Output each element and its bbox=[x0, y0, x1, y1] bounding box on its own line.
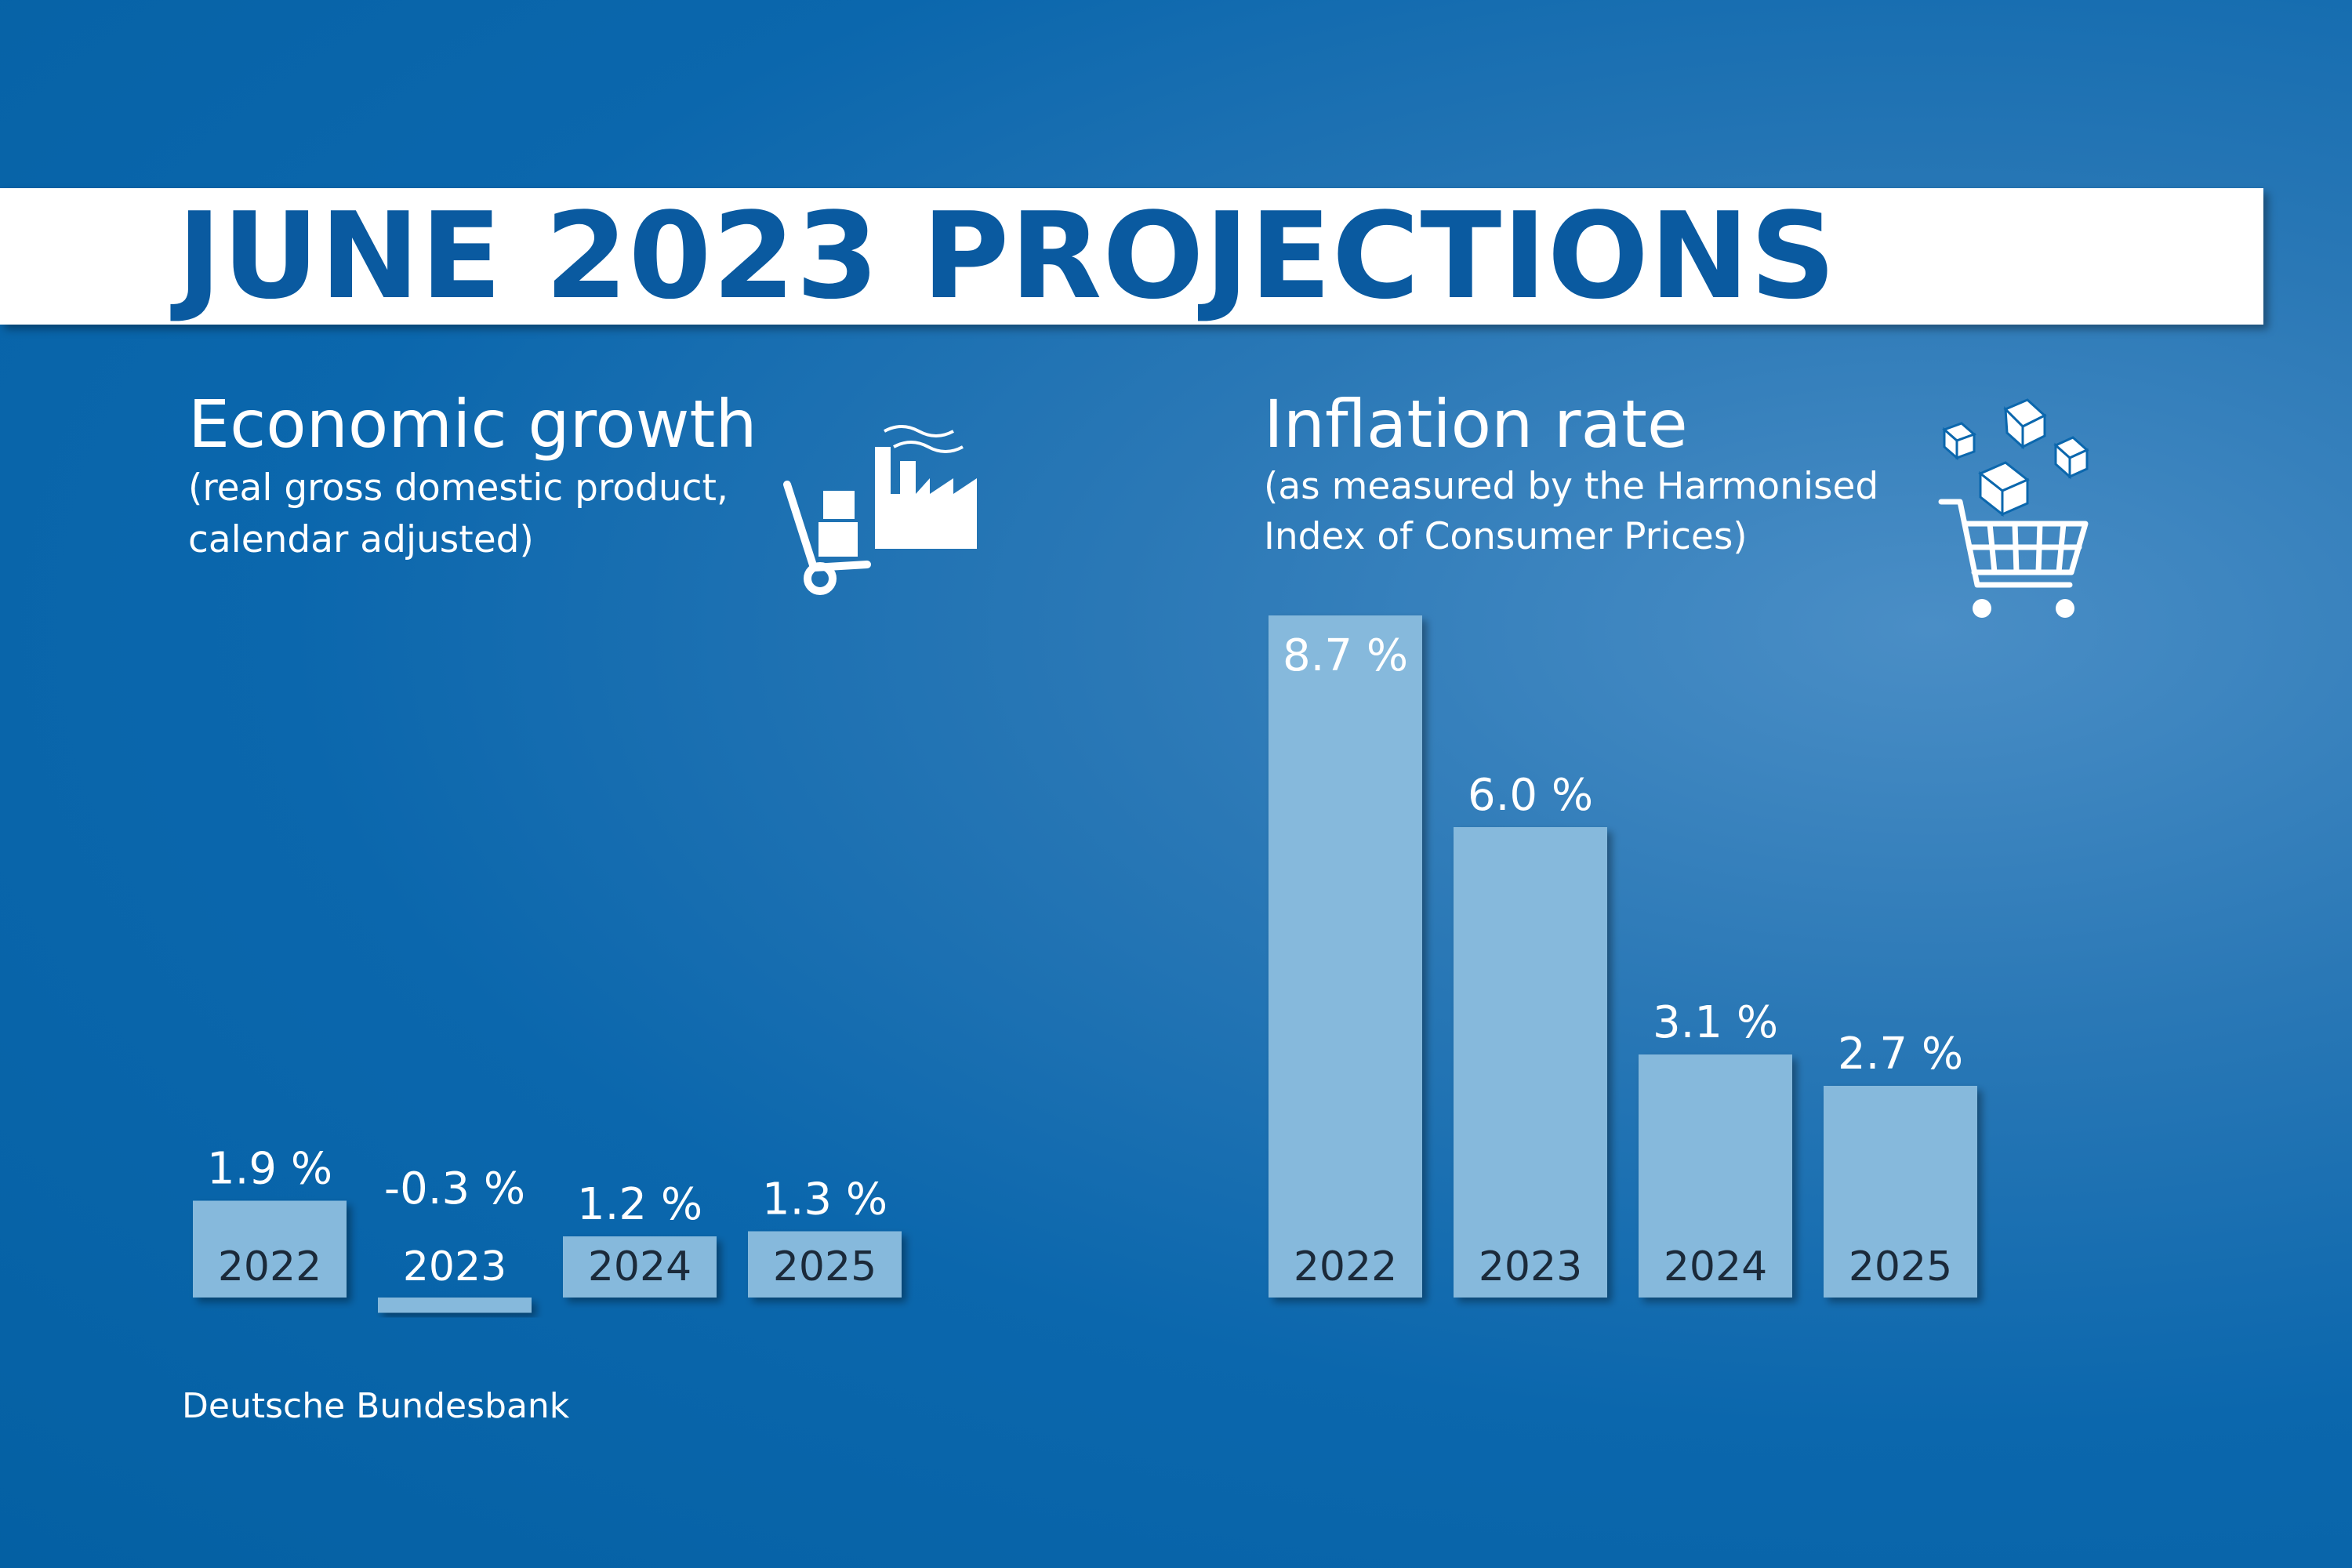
growth-bar-2023 bbox=[378, 1298, 532, 1313]
factory-trolley-icon bbox=[783, 425, 977, 595]
growth-bar-2025 bbox=[748, 1231, 902, 1298]
inflation-value-label-2022: 8.7 % bbox=[1283, 630, 1408, 681]
growth-value-label-2023: -0.3 % bbox=[384, 1163, 525, 1214]
growth-chart-subtitle-line-1: (real gross domestic product, bbox=[188, 466, 728, 510]
inflation-bar-2023 bbox=[1454, 827, 1607, 1298]
inflation-category-label-2024: 2024 bbox=[1664, 1243, 1767, 1290]
title-banner bbox=[0, 188, 2263, 325]
page-title: JUNE 2023 PROJECTIONS bbox=[177, 187, 1837, 325]
inflation-category-label-2025: 2025 bbox=[1849, 1243, 1952, 1290]
growth-value-label-2024: 1.2 % bbox=[577, 1179, 702, 1230]
growth-bar-2022 bbox=[193, 1200, 347, 1298]
growth-category-label-2024: 2024 bbox=[588, 1243, 691, 1290]
growth-category-label-2023: 2023 bbox=[403, 1243, 506, 1290]
inflation-category-label-2023: 2023 bbox=[1479, 1243, 1582, 1290]
inflation-bar-2025 bbox=[1824, 1086, 1977, 1298]
inflation-bar-2022 bbox=[1269, 615, 1422, 1298]
inflation-category-label-2022: 2022 bbox=[1294, 1243, 1397, 1290]
inflation-chart-title: Inflation rate bbox=[1264, 386, 1688, 463]
growth-value-label-2022: 1.9 % bbox=[207, 1144, 332, 1195]
growth-category-label-2022: 2022 bbox=[218, 1243, 321, 1290]
growth-bar-2024 bbox=[563, 1236, 717, 1298]
growth-value-label-2025: 1.3 % bbox=[762, 1174, 887, 1225]
inflation-chart-subtitle-line-1: (as measured by the Harmonised bbox=[1264, 465, 1879, 508]
growth-chart-title: Economic growth bbox=[188, 386, 757, 463]
inflation-value-label-2023: 6.0 % bbox=[1468, 770, 1593, 821]
inflation-value-label-2025: 2.7 % bbox=[1838, 1029, 1963, 1080]
inflation-bar-2024 bbox=[1639, 1054, 1792, 1298]
growth-chart-subtitle-line-2: calendar adjusted) bbox=[188, 518, 534, 561]
growth-category-label-2025: 2025 bbox=[773, 1243, 877, 1290]
inflation-value-label-2024: 3.1 % bbox=[1653, 997, 1778, 1048]
shopping-cart-icon bbox=[1938, 398, 2089, 618]
source-credit: Deutsche Bundesbank bbox=[182, 1386, 570, 1426]
inflation-chart-subtitle-line-2: Index of Consumer Prices) bbox=[1264, 515, 1748, 558]
